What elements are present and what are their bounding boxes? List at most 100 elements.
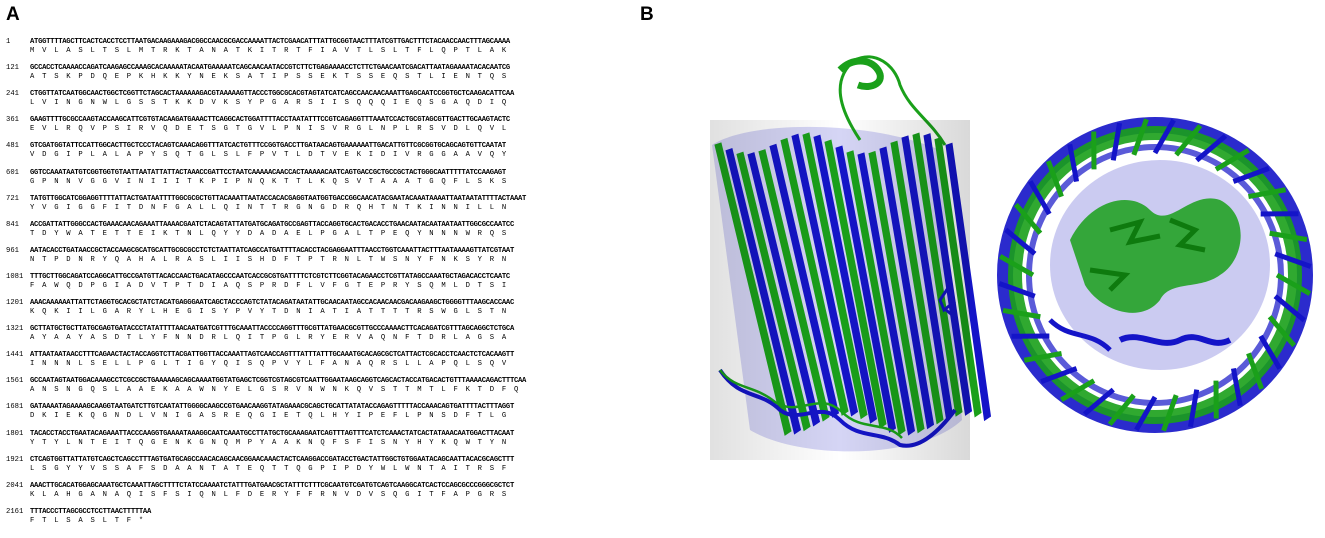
amino-acid-line: D K I E K Q G N D L V N I G A S R E Q G … [30, 412, 506, 421]
sequence-block: 1441 ATTAATAATAACCTTTCAGAACTACTACCAGGTCTT… [6, 351, 636, 377]
ring-strand [1269, 230, 1308, 243]
ring-strand [1232, 166, 1270, 184]
sequence-position: 1681 [6, 403, 24, 412]
sequence-block: 1201 AAACAAAAAATTATTCTAGGTGCACGCTATCTACAT… [6, 299, 636, 325]
nucleotide-line: CTCAGTGGTTATTATGTCAGCTCAGCCTTTAGTGATGCAG… [30, 455, 514, 464]
ring-strand [1060, 378, 1096, 402]
nucleotide-line: TTTACCCTTAGCGCCTCCTTAACTTTTTAA [30, 507, 151, 516]
sequence-block: 2041 AAACTTGCACATGGAGCAAATGCTCAAATTAGCTTT… [6, 482, 636, 508]
sequence-block: 1561 GCCAATAGTAATGGACAAAGCCTCGCCGCTGAAAAA… [6, 377, 636, 403]
sequence-position: 1201 [6, 299, 24, 307]
sequence-position: 961 [6, 246, 19, 255]
sequence-position: 2041 [6, 481, 24, 490]
amino-acid-line: A N S N G Q S L A A E K A A W N Y E L G … [30, 386, 519, 395]
ring-strand [1152, 118, 1176, 155]
nucleotide-line: GATAAAATAGAAAAGCAAGGTAATGATCTTGTCAATATTG… [30, 403, 514, 412]
nucleotide-line: GCCAATAGTAATGGACAAAGCCTCGCCGCTGAAAAAGCAG… [30, 377, 527, 386]
nucleotide-line: GTCGATGGTATTCCATTGGCACTTGCTCCCTACAGTCAAA… [30, 142, 506, 151]
amino-acid-line: V D G I P L A L A P Y S Q T G L S L F P … [30, 151, 506, 160]
sequence-position: 721 [6, 194, 19, 203]
nucleotide-line: TTTGCTTGGCAGATCCAGGCATTGCCGATGTTACACCAAC… [30, 272, 510, 281]
nucleotide-line: CTGGTTATCAATGGCAACTGGCTCGGTTCTAGCACTAAAA… [30, 90, 514, 99]
ring-strand [1023, 350, 1062, 363]
sequence-position: 241 [6, 90, 19, 99]
sequence-block: 601 GGTCCAAATAATGTCGGTGGTGTAATTAATATTATTA… [6, 169, 636, 195]
ring-strand [1267, 315, 1297, 348]
sequence-block: 1 ATGGTTTTAGCTTCACTCACCTCCTTAATGACAAGAAAG… [6, 38, 636, 64]
amino-acid-line: N T P D N R Y Q A H A L R A S L I I S H … [30, 255, 506, 264]
sequence-block: 241 CTGGTTATCAATGGCAACTGGCTCGGTTCTAGCACTA… [6, 90, 636, 116]
ring-strand [1002, 307, 1041, 320]
sequence-block: 121 GCCACCTCAAAACCAGATCAAGAGCCAAAGCACAAAA… [6, 64, 636, 90]
sequence-block: 1681 GATAAAATAGAAAAGCAAGGTAATGATCTTGTCAAT… [6, 403, 636, 429]
amino-acid-line: F A W Q D P G I A D V T P T D I A Q S P … [30, 281, 506, 290]
ring-strand [1134, 395, 1158, 432]
sequence-position: 481 [6, 142, 19, 151]
sequence-block: 1321 GCTTATGCTGCTTATGCGAGTGATACCCTATATTTT… [6, 325, 636, 351]
nucleotide-line: AAACAAAAAATTATTCTAGGTGCACGCTATCTACATGAGG… [30, 299, 514, 307]
ring-strand [1082, 387, 1115, 417]
sequence-position: 601 [6, 168, 19, 177]
sequence-block: 961 AATACACCTGATAACCGCTACCAAGCGCATGCATTGC… [6, 247, 636, 273]
ring-strand [1258, 334, 1282, 370]
amino-acid-line: L V I N G N W L G S S T K K D V K S Y P … [30, 99, 506, 108]
sequence-position: 361 [6, 116, 19, 125]
ring-strand [1004, 227, 1037, 256]
ring-strand [998, 281, 1036, 299]
ring-strand [1161, 394, 1179, 432]
nucleotide-line: AAACTTGCACATGGAGCAAATGCTCAAATTAGCTTTTCTA… [30, 481, 514, 490]
nucleotide-line: ATGGTTTTAGCTTCACTCACCTCCTTAATGACAAGAAAGA… [30, 38, 510, 46]
ring-strand [1131, 118, 1149, 156]
sequence-position: 121 [6, 64, 19, 73]
sequence-position: 1561 [6, 377, 24, 386]
amino-acid-line: E V L R Q V P S I R V Q D E T S G T G V … [30, 125, 506, 134]
nucleotide-line: AATACACCTGATAACCGCTACCAAGCGCATGCATTGCGCG… [30, 246, 514, 255]
nucleotide-line: ACCGATTATTGGGCCACTGAAACAACAGAAATTAAAACGA… [30, 220, 514, 229]
amino-acid-line: G P N N V G G V I N I I I T K P I P N Q … [30, 177, 506, 186]
sequence-position: 1801 [6, 429, 24, 438]
plug-domain [1048, 198, 1241, 352]
sequence-position: 1321 [6, 325, 24, 334]
sequence-block: 1921 CTCAGTGGTTATTATGTCAGCTCAGCCTTTAGTGAT… [6, 456, 636, 482]
nucleotide-line: GAAGTTTTGCGCCAAGTACCAAGCATTCGTGTACAAGATG… [30, 116, 510, 125]
barrel-top-view [997, 117, 1313, 433]
ring-strand [1067, 143, 1080, 182]
panel-label-a: A [6, 4, 20, 25]
sequence-position: 1 [6, 38, 11, 46]
amino-acid-line: L S G Y Y V S S A F S D A A N T A T E Q … [30, 464, 506, 473]
ring-strand [1214, 148, 1250, 172]
ring-strand [1040, 366, 1078, 384]
sequence-block: 1801 TACACCTACCTGAATACAGAAATTACCCAAGGTGAA… [6, 430, 636, 456]
amino-acid-line: A Y A A Y A S D T L Y F N N D R L Q I T … [30, 334, 506, 343]
ring-strand [1246, 352, 1264, 390]
nucleotide-line: GGTCCAAATAATGTCGGTGGTGTAATTAATATTATTACTA… [30, 168, 506, 177]
ring-strand [1273, 294, 1306, 323]
ring-strand [1230, 368, 1243, 407]
sequence-block: 721 TATGTTGGCATCGGAGGTTTTATTACTGATAATTTTG… [6, 195, 636, 221]
amino-acid-line: I N N N L S E L L P G L T I G Y Q I S Q … [30, 360, 506, 369]
sequence-position: 841 [6, 220, 19, 229]
nucleotide-line: TACACCTACCTGAATACAGAAATTACCCAAGGTGAAAATA… [30, 429, 514, 438]
ring-strand [1275, 272, 1312, 296]
ring-strand [1174, 124, 1203, 157]
ring-strand [1028, 180, 1052, 216]
sequence-block: 2161 TTTACCCTTAGCGCCTCCTTAACTTTTTAA F T L … [6, 508, 636, 534]
sequence-position: 2161 [6, 507, 24, 516]
ring-strand [1013, 202, 1043, 235]
amino-acid-line: K Q K I I L G A R Y L H E G I S Y P V Y … [30, 308, 506, 316]
ring-strand [1274, 251, 1312, 269]
sequence-block: 841 ACCGATTATTGGGCCACTGAAACAACAGAAATTAAAA… [6, 221, 636, 247]
sequence-block: 361 GAAGTTTTGCGCCAAGTACCAAGCATTCGTGTACAAG… [6, 116, 636, 142]
extracellular-loop [838, 55, 947, 146]
sequence-block: 1081 TTTGCTTGGCAGATCCAGGCATTGCCGATGTTACAC… [6, 273, 636, 299]
ring-strand [1187, 389, 1200, 428]
ring-strand [1110, 122, 1123, 161]
amino-acid-line: Y T Y L N T E I T Q G E N K G N Q M P Y … [30, 438, 506, 447]
nucleotide-line: GCTTATGCTGCTTATGCGAGTGATACCCTATATTTTAACA… [30, 325, 514, 334]
nucleotide-line: TATGTTGGCATCGGAGGTTTTATTACTGATAATTTTGGCG… [30, 194, 527, 203]
ring-strand [1248, 187, 1287, 200]
loop-helix [837, 57, 884, 90]
amino-acid-line: M V L A S L T S L M T R K T A N A T K I … [30, 47, 506, 55]
ring-strand [1046, 160, 1064, 198]
ring-strand [1107, 393, 1136, 426]
